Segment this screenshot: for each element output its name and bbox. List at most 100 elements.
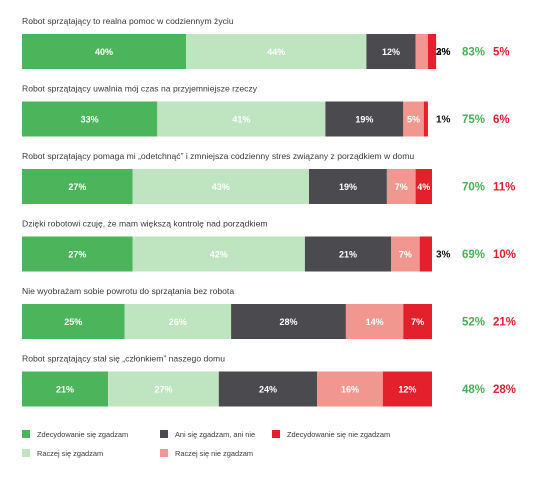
total-disagree: 11% (493, 182, 515, 194)
legend-label: Ani się zgadzam, ani nie (175, 430, 255, 439)
bar-segment (132, 236, 305, 272)
legend-label: Zdecydowanie się zgadzam (37, 430, 128, 439)
row-title: Nie wyobrażam sobie powrotu do sprzątani… (22, 286, 234, 296)
bar-segment (218, 371, 318, 407)
total-agree: 48% (462, 384, 485, 396)
data-label: 7% (399, 249, 412, 259)
bar-segment (22, 371, 109, 407)
data-label: 21% (56, 384, 74, 394)
total-disagree: 6% (493, 114, 510, 126)
data-label: 5% (407, 114, 420, 124)
row-title: Robot sprzątający to realna pomoc w codz… (22, 16, 234, 26)
bar-segment (132, 169, 309, 204)
bar-segment (382, 371, 432, 407)
total-disagree: 10% (493, 249, 516, 261)
legend-item: Zdecydowanie się zgadzam (22, 430, 128, 439)
legend-swatch (272, 430, 280, 438)
bar-segment (22, 236, 133, 272)
legend-label: Zdecydowanie się nie zgadzam (287, 430, 390, 439)
total-disagree: 21% (493, 317, 516, 329)
data-label: 7% (411, 317, 424, 327)
data-label: 43% (212, 182, 230, 192)
data-label: 40% (95, 47, 113, 57)
data-label: 3% (436, 250, 451, 261)
total-agree: 70% (462, 182, 485, 194)
data-label: 42% (210, 249, 228, 259)
row-title: Robot sprzątający stał się „członkiem” n… (22, 354, 225, 364)
total-agree: 75% (462, 114, 485, 126)
bar-segment (108, 371, 219, 407)
data-label: 24% (259, 384, 277, 394)
bar-segment (22, 34, 186, 69)
data-label: 27% (68, 182, 86, 192)
total-agree: 52% (462, 317, 485, 329)
bar-segment (415, 169, 432, 204)
bar-segment (403, 304, 432, 339)
bar-row: Nie wyobrażam sobie powrotu do sprzątani… (22, 286, 516, 339)
legend-item: Raczej się zgadzam (22, 449, 103, 458)
row-title: Dzięki robotowi czuję, że mam większą ko… (22, 219, 268, 229)
legend-label: Raczej się zgadzam (37, 449, 103, 458)
data-label: 27% (68, 249, 86, 259)
total-agree: 69% (462, 249, 485, 261)
bar-segment (157, 101, 326, 137)
bar-row: Dzięki robotowi czuję, że mam większą ko… (22, 219, 516, 272)
data-label: 33% (81, 114, 99, 124)
bar-segment (124, 304, 232, 339)
bar-segment (423, 101, 428, 137)
bar-segment (22, 101, 158, 137)
legend-swatch (22, 430, 30, 438)
bar-segment (186, 34, 367, 69)
data-label: 19% (339, 182, 357, 192)
legend-swatch (160, 430, 168, 438)
bar-segment (22, 169, 133, 204)
bar-segment (304, 236, 391, 272)
bar-segment (403, 101, 424, 137)
bar-segment (419, 236, 432, 272)
bar-segment (325, 101, 404, 137)
data-label: 3% (436, 47, 451, 58)
data-label: 4% (417, 182, 430, 192)
bar-row: Robot sprzątający pomaga mi „odetchnąć” … (22, 151, 515, 204)
bar-row: Robot sprzątający stał się „członkiem” n… (22, 354, 516, 407)
bar-segment (366, 34, 416, 69)
legend-swatch (160, 449, 168, 457)
bar-segment (386, 169, 416, 204)
bar-segment (427, 34, 437, 69)
legend: Zdecydowanie się zgadzam Ani się zgadzam,… (22, 430, 390, 458)
data-label: 7% (395, 182, 408, 192)
data-label: 14% (366, 317, 384, 327)
bar-segment (391, 236, 420, 272)
bar-segment (317, 371, 383, 407)
data-label: 2% (436, 47, 451, 58)
legend-swatch (22, 449, 30, 457)
total-disagree: 5% (493, 47, 510, 59)
legend-item: Zdecydowanie się nie zgadzam (272, 430, 390, 439)
total-agree: 83% (462, 47, 485, 59)
bar-segment (231, 304, 346, 339)
data-label: 44% (267, 47, 285, 57)
row-title: Robot sprzątający pomaga mi „odetchnąć” … (22, 151, 414, 161)
legend-label: Raczej się nie zgadzam (175, 449, 253, 458)
legend-item: Raczej się nie zgadzam (160, 449, 253, 458)
data-label: 16% (341, 384, 359, 394)
data-label: 12% (398, 384, 416, 394)
bar-row: Robot sprzątający to realna pomoc w codz… (22, 16, 510, 69)
legend-item: Ani się zgadzam, ani nie (160, 430, 255, 439)
total-disagree: 28% (493, 384, 516, 396)
bar-segment (345, 304, 404, 339)
bar-segment (309, 169, 387, 204)
bar-segment (415, 34, 428, 69)
data-label: 28% (279, 317, 297, 327)
data-label: 25% (64, 317, 82, 327)
bar-segment (22, 304, 125, 339)
data-label: 26% (169, 317, 187, 327)
data-label: 1% (436, 115, 451, 126)
data-label: 12% (382, 47, 400, 57)
data-label: 41% (232, 114, 250, 124)
data-label: 27% (154, 384, 172, 394)
data-label: 19% (355, 114, 373, 124)
bar-row: Robot sprzątający uwalnia mój czas na pr… (22, 84, 510, 137)
data-label: 21% (339, 249, 357, 259)
